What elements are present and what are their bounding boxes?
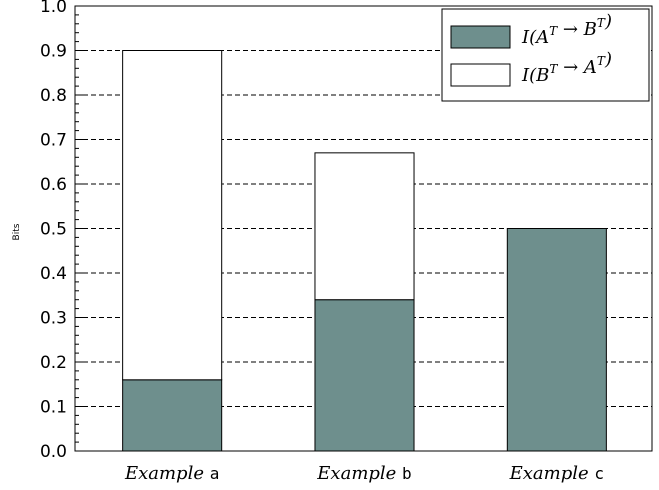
y-tick-label: 0.1: [40, 398, 67, 418]
y-tick-label: 1.0: [40, 0, 67, 17]
y-axis-label: Bits: [12, 223, 22, 240]
x-category-label: Example b: [316, 463, 411, 484]
legend-entry: I(BT → AT): [521, 49, 612, 86]
y-axis-ticks: 0.0 0.1 0.2 0.3 0.4 0.5 0.6 0.7 0.8 0.9 1.0: [40, 0, 83, 462]
y-tick-label: 0.9: [40, 42, 67, 62]
bars: [122, 50, 607, 452]
legend-swatch: [450, 25, 511, 49]
legend: I(AT → BT)I(BT → AT): [441, 8, 650, 102]
y-tick-label: 0.8: [40, 86, 67, 106]
x-category-label: Example c: [509, 463, 604, 484]
legend-box: [441, 8, 650, 102]
legend-entry: I(AT → BT): [521, 11, 612, 48]
bar-segment-1: [122, 379, 223, 452]
y-tick-label: 0.2: [40, 353, 67, 373]
x-axis-labels: Example a Example b Example c: [124, 463, 604, 484]
bar-segment-2: [122, 50, 223, 381]
y-tick-label: 0.7: [40, 131, 67, 151]
y-tick-label: 0.6: [40, 175, 67, 195]
x-category-label: Example a: [124, 463, 219, 484]
bar-segment-1: [314, 299, 415, 452]
y-tick-label: 0.5: [40, 220, 67, 240]
y-tick-label: 0.0: [40, 442, 67, 462]
y-tick-label: 0.4: [40, 264, 67, 284]
bar-segment-1: [506, 228, 607, 452]
y-tick-label: 0.3: [40, 309, 67, 329]
bar-segment-2: [314, 152, 415, 301]
legend-swatch: [450, 63, 511, 87]
